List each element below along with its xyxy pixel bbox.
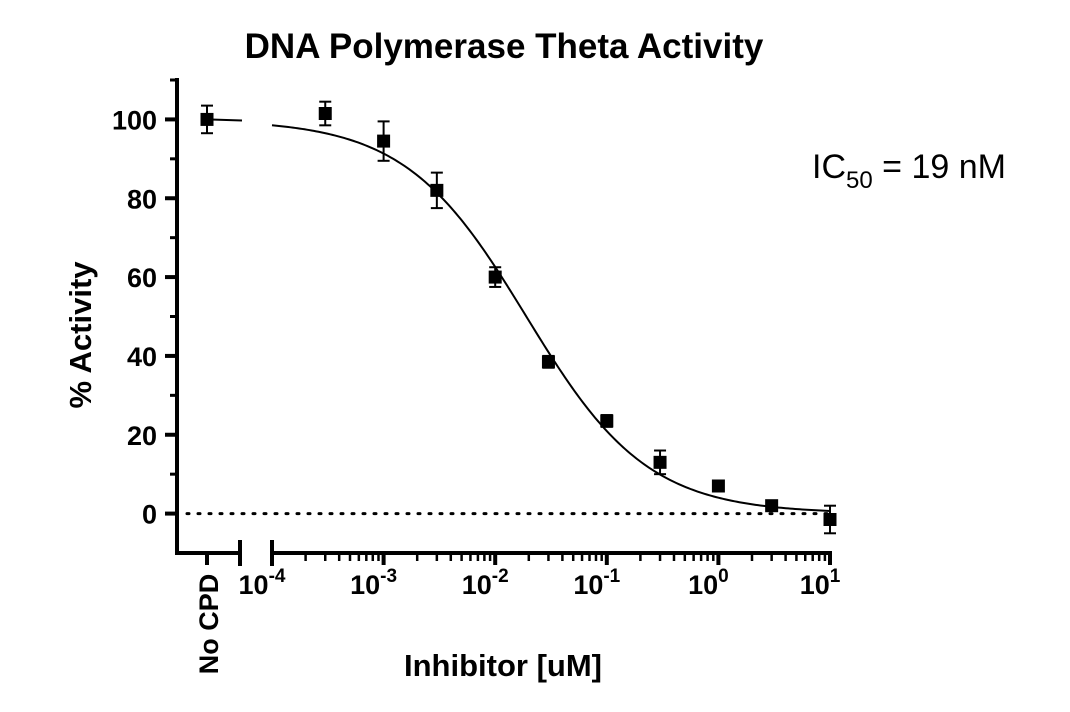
x-tick-label: 101 (800, 566, 841, 600)
ic50-prefix: IC (812, 148, 846, 186)
axes (165, 78, 832, 566)
ic50-suffix: = 19 nM (873, 148, 1006, 186)
x-tick-base: 10 (462, 570, 492, 600)
x-tick-label: 10-2 (462, 566, 509, 600)
y-tick-label: 100 (112, 105, 157, 135)
y-tick-label: 0 (142, 500, 157, 530)
data-point (318, 107, 332, 121)
x-tick-exponent: -2 (492, 566, 509, 587)
data-point (823, 512, 837, 526)
ic50-annotation: IC50 = 19 nM (812, 148, 1006, 194)
x-tick-exponent: -4 (269, 566, 286, 587)
data-point (377, 134, 391, 148)
x-axis-label: Inhibitor [uM] (404, 648, 602, 683)
x-tick-base: 10 (350, 570, 380, 600)
y-tick-label: 40 (127, 342, 157, 372)
data-point (653, 455, 667, 469)
fit-curve (271, 124, 831, 512)
y-axis-label: % Activity (63, 261, 98, 409)
x-tick-label: 100 (688, 566, 729, 600)
x-tick-base: 10 (239, 570, 269, 600)
x-tick-base: 10 (688, 570, 718, 600)
ic50-subscript: 50 (846, 167, 873, 194)
data-point (541, 355, 555, 369)
control-point (200, 112, 214, 126)
data-point (765, 499, 779, 513)
control-label: No CPD (194, 574, 224, 675)
x-tick-label: 10-4 (239, 566, 286, 600)
x-tick-base: 10 (573, 570, 603, 600)
data-point (711, 479, 725, 493)
fit-curve-group (206, 118, 831, 512)
y-tick-label: 20 (127, 421, 157, 451)
x-tick-exponent: 0 (718, 566, 729, 587)
data-point (488, 270, 502, 284)
data-point (430, 183, 444, 197)
x-tick-exponent: 1 (830, 566, 841, 587)
x-tick-label: 10-3 (350, 566, 397, 600)
x-tick-label: 10-1 (573, 566, 620, 600)
y-tick-label: 80 (127, 184, 157, 214)
x-tick-exponent: -3 (380, 566, 397, 587)
data-point (600, 414, 614, 428)
data-points-group (200, 100, 837, 535)
chart-title: DNA Polymerase Theta Activity (245, 27, 764, 66)
y-tick-label: 60 (127, 263, 157, 293)
x-tick-base: 10 (800, 570, 830, 600)
x-tick-exponent: -1 (603, 566, 620, 587)
